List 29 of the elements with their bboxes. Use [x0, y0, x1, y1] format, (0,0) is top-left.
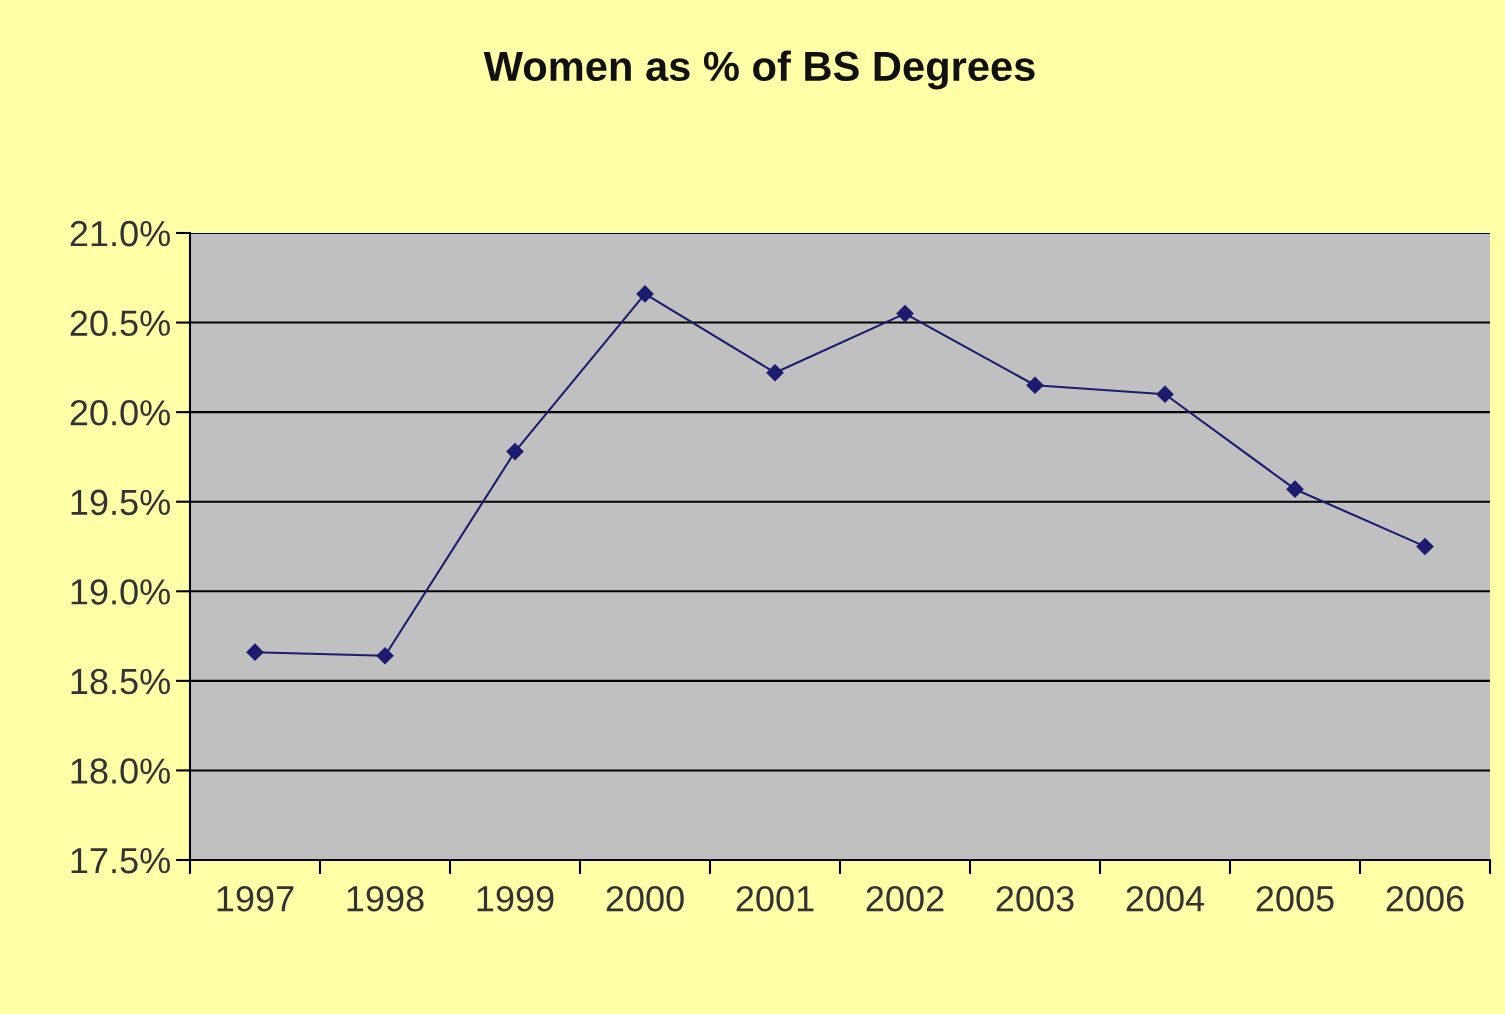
- y-tick-label: 19.0%: [71, 579, 170, 605]
- x-tick-label: 1999: [477, 885, 554, 912]
- x-tick-label: 2004: [1126, 885, 1205, 912]
- x-tick-label: 2001: [736, 885, 814, 912]
- x-tick-label: 1998: [347, 885, 424, 912]
- y-tick-label: 17.5%: [71, 848, 170, 874]
- x-tick-label: 2002: [866, 885, 944, 912]
- y-tick-label: 19.5%: [71, 489, 170, 516]
- point: [246, 643, 264, 661]
- point: [376, 647, 394, 665]
- x-tick-label: 1997: [217, 885, 294, 912]
- chart-title: Women as % of BS Degrees: [483, 50, 1035, 90]
- x-tick-label: 2005: [1256, 885, 1334, 912]
- y-tick-label: 20.0%: [70, 400, 170, 426]
- point: [896, 305, 914, 323]
- y-tick-label: 18.0%: [71, 758, 170, 784]
- y-tick-label: 18.5%: [71, 668, 170, 695]
- x-tick-label: 2000: [606, 885, 684, 912]
- y-tick-label: 20.5%: [70, 310, 170, 337]
- point: [506, 443, 524, 461]
- x-tick-label: 2003: [996, 885, 1074, 912]
- point: [1156, 385, 1174, 403]
- point: [1026, 376, 1044, 394]
- point: [766, 364, 784, 382]
- point: [1416, 537, 1434, 556]
- y-tick-label: 21.0%: [70, 220, 170, 247]
- point: [636, 285, 654, 303]
- point: [1286, 480, 1304, 498]
- x-tick-label: 2006: [1386, 885, 1464, 912]
